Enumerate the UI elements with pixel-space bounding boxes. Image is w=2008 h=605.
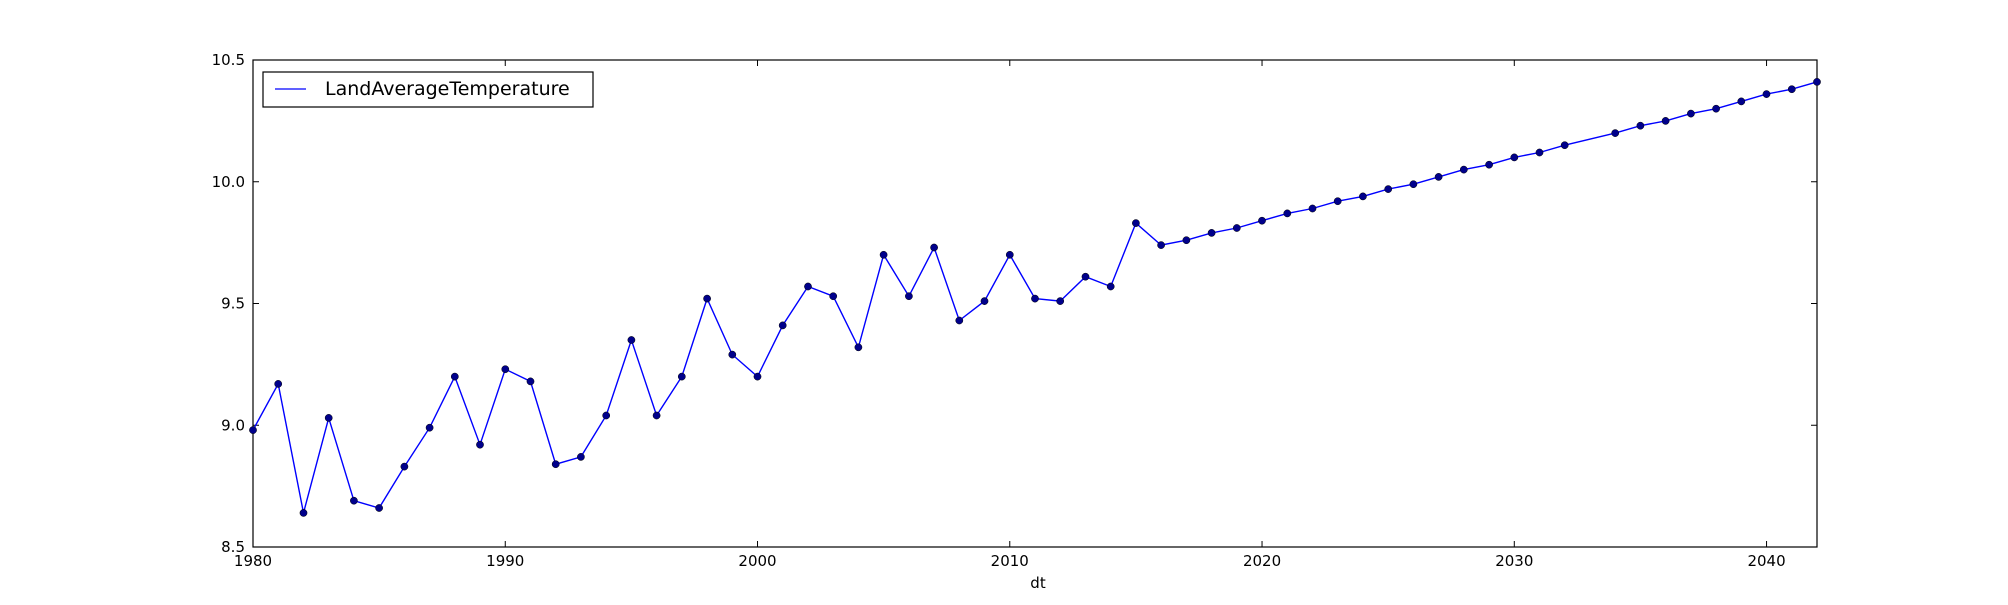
y-tick-label: 8.5 [221, 538, 245, 556]
data-point [425, 423, 434, 432]
data-point [1359, 192, 1367, 201]
data-point [1031, 294, 1039, 303]
data-point [1132, 219, 1140, 227]
data-point [1712, 104, 1720, 113]
data-point [1813, 78, 1821, 86]
data-point [1081, 272, 1090, 281]
plot-frame [252, 59, 1818, 548]
data-point [400, 462, 409, 471]
y-tick-label: 9.5 [221, 295, 245, 313]
data-point [1535, 148, 1544, 157]
data-point [1232, 224, 1241, 232]
data-point [1636, 121, 1645, 130]
data-point [1283, 209, 1292, 218]
data-point [905, 292, 913, 301]
data-point [627, 336, 636, 344]
data-point [1308, 204, 1317, 213]
x-tick-label: 1980 [234, 552, 272, 570]
data-point [1611, 129, 1620, 137]
data-point [955, 316, 964, 325]
x-tick-label: 2010 [991, 552, 1029, 570]
x-axis-label: dt [1030, 574, 1046, 592]
data-point [1560, 141, 1569, 150]
data-point [1258, 216, 1266, 225]
data-point [1787, 85, 1796, 94]
data-point [501, 365, 510, 374]
data-point [778, 321, 787, 330]
data-point [249, 426, 257, 434]
data-point [450, 372, 459, 381]
data-point [1687, 109, 1695, 118]
data-point [1762, 90, 1771, 98]
data-point [677, 372, 686, 381]
data-point [804, 282, 812, 291]
data-point [476, 440, 484, 449]
data-point [274, 380, 283, 388]
data-point [829, 292, 838, 301]
data-point [1485, 160, 1493, 169]
data-point [1434, 173, 1443, 181]
data-point [1409, 180, 1418, 189]
x-tick-label: 2020 [1243, 552, 1281, 570]
data-point [1005, 250, 1014, 259]
legend: LandAverageTemperature [262, 71, 594, 108]
x-tick-label: 2000 [738, 552, 776, 570]
y-tick-label: 9.0 [221, 416, 245, 434]
data-point [1737, 97, 1746, 106]
legend-box [262, 71, 594, 108]
data-point [551, 460, 560, 469]
data-point [324, 414, 333, 422]
data-point [703, 294, 711, 303]
data-point [652, 411, 661, 420]
data-point [602, 411, 611, 420]
data-point [1056, 297, 1065, 305]
y-tick-label: 10.0 [212, 173, 245, 191]
axes: 1980 1990 2000 2010 2020 2030 2040 8.5 9.0 9.5 10.… [212, 51, 1818, 570]
data-point [1182, 236, 1191, 245]
x-tick-label: 2030 [1495, 552, 1533, 570]
data-point [1459, 165, 1468, 174]
data-point [526, 377, 535, 386]
series-layer [249, 78, 1821, 517]
data-point [1384, 185, 1393, 193]
x-tick-label: 1990 [486, 552, 524, 570]
data-point [854, 343, 863, 352]
data-point [879, 250, 888, 259]
data-point [350, 496, 358, 505]
legend-label: LandAverageTemperature [325, 78, 570, 100]
data-point [299, 509, 308, 517]
data-point [1106, 282, 1115, 291]
data-point [980, 297, 989, 305]
data-point [375, 504, 383, 512]
data-point [1157, 241, 1165, 249]
data-point [577, 453, 585, 461]
series-line [252, 81, 1818, 514]
data-point [930, 243, 938, 252]
data-point [753, 372, 762, 381]
data-point [1510, 153, 1519, 162]
y-tick-label: 10.5 [212, 51, 245, 69]
data-point [728, 350, 737, 359]
data-point [1661, 117, 1670, 125]
data-point [1207, 229, 1216, 237]
data-point [1333, 197, 1342, 206]
x-tick-label: 2040 [1747, 552, 1785, 570]
